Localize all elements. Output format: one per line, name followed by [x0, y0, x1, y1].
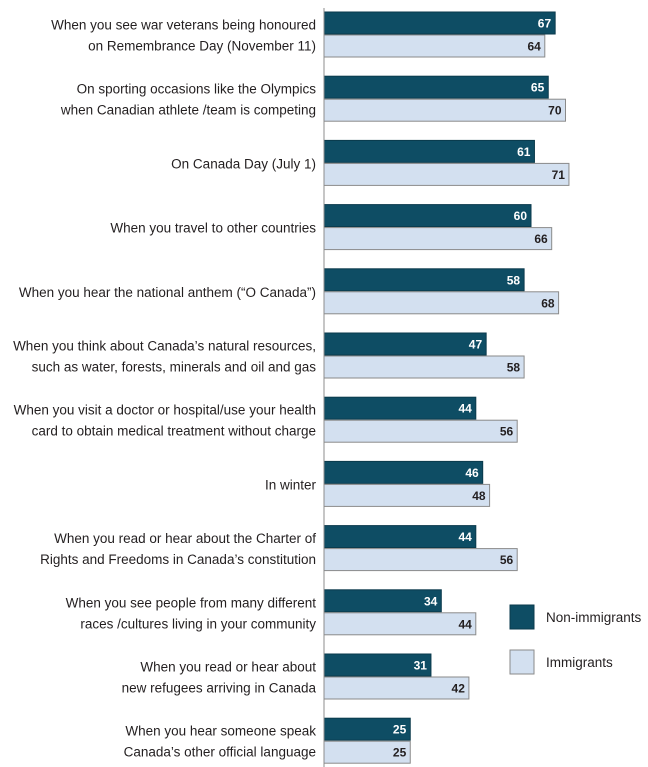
category-label: When you read or hear about the Charter … — [54, 531, 316, 546]
data-label: 67 — [538, 17, 552, 31]
data-label: 44 — [458, 617, 472, 631]
category-label: when Canadian athlete /team is competing — [60, 103, 316, 118]
data-label: 64 — [527, 40, 541, 54]
category-label: on Remembrance Day (November 11) — [88, 39, 316, 54]
bar-non-immigrants — [323, 396, 477, 420]
bar-non-immigrants — [323, 204, 532, 228]
data-label: 46 — [465, 466, 479, 480]
bar-immigrants — [323, 419, 518, 443]
data-label: 61 — [517, 145, 531, 159]
data-label: 44 — [458, 530, 472, 544]
legend-swatch-non-immigrants — [509, 604, 535, 630]
bar-non-immigrants — [323, 460, 484, 484]
category-label: When you hear the national anthem (“O Ca… — [19, 285, 316, 300]
bar-immigrants — [323, 355, 525, 379]
data-label: 58 — [507, 273, 521, 287]
bar-immigrants — [323, 227, 553, 251]
data-label: 68 — [541, 296, 555, 310]
bar-immigrants — [323, 483, 491, 507]
category-label: such as water, forests, minerals and oil… — [32, 360, 317, 375]
bar-immigrants — [323, 676, 470, 700]
data-label: 25 — [393, 746, 407, 760]
category-label: On sporting occasions like the Olympics — [77, 82, 317, 97]
data-label: 48 — [472, 489, 486, 503]
category-label: Rights and Freedoms in Canada’s constitu… — [40, 552, 316, 567]
category-label: Canada’s other official language — [124, 745, 316, 760]
data-label: 42 — [452, 682, 466, 696]
data-label: 34 — [424, 594, 438, 608]
legend: Non-immigrants Immigrants — [509, 604, 642, 675]
bar-non-immigrants — [323, 268, 525, 292]
data-label: 44 — [458, 402, 472, 416]
bar-immigrants — [323, 612, 477, 636]
bar-immigrants — [323, 34, 546, 58]
bar-immigrants — [323, 291, 560, 315]
category-label: When you think about Canada’s natural re… — [13, 339, 316, 354]
data-label: 58 — [507, 361, 521, 375]
bar-non-immigrants — [323, 332, 487, 356]
bar-immigrants — [323, 162, 570, 186]
category-label: When you see people from many different — [66, 595, 317, 610]
category-label: In winter — [265, 477, 317, 492]
data-label: 25 — [393, 723, 407, 737]
category-label: new refugees arriving in Canada — [122, 681, 317, 696]
bar-non-immigrants — [323, 139, 535, 163]
data-label: 47 — [469, 338, 483, 352]
bar-immigrants — [323, 548, 518, 572]
data-label: 60 — [514, 209, 528, 223]
legend-swatch-immigrants — [509, 649, 535, 675]
data-label: 65 — [531, 81, 545, 95]
data-label: 56 — [500, 553, 514, 567]
legend-label: Non-immigrants — [546, 610, 642, 625]
category-label: When you travel to other countries — [110, 221, 316, 236]
category-labels: When you see war veterans being honoured… — [13, 18, 316, 760]
category-label: races /cultures living in your community — [80, 616, 316, 631]
bar-non-immigrants — [323, 75, 549, 99]
bar-non-immigrants — [323, 525, 477, 549]
data-label: 56 — [500, 425, 514, 439]
category-label: When you see war veterans being honoured — [51, 18, 316, 33]
bar-non-immigrants — [323, 11, 556, 35]
legend-label: Immigrants — [546, 655, 613, 670]
data-label: 71 — [552, 168, 566, 182]
data-label: 70 — [548, 104, 562, 118]
category-label: card to obtain medical treatment without… — [32, 424, 316, 439]
data-label: 66 — [534, 232, 548, 246]
category-label: When you read or hear about — [140, 660, 316, 675]
category-label: On Canada Day (July 1) — [171, 156, 316, 171]
bar-immigrants — [323, 98, 566, 122]
category-label: When you hear someone speak — [125, 724, 316, 739]
data-label: 31 — [414, 659, 428, 673]
category-label: When you visit a doctor or hospital/use … — [14, 403, 316, 418]
